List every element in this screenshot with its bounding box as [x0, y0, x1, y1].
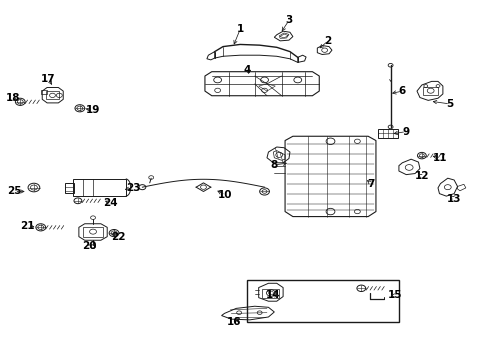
- Bar: [73, 179, 126, 196]
- Text: 19: 19: [85, 105, 100, 115]
- Text: 4: 4: [244, 64, 251, 75]
- Text: 18: 18: [6, 93, 20, 103]
- Text: 25: 25: [7, 186, 22, 197]
- Text: 11: 11: [433, 153, 448, 163]
- Bar: [46, 91, 59, 99]
- Text: 22: 22: [111, 232, 125, 242]
- Bar: [247, 280, 399, 321]
- Text: 8: 8: [270, 160, 278, 170]
- Bar: [41, 90, 47, 94]
- Text: 14: 14: [266, 291, 281, 301]
- Bar: [378, 129, 398, 138]
- Text: 21: 21: [20, 221, 35, 231]
- Text: 12: 12: [415, 171, 429, 181]
- Text: 2: 2: [324, 36, 332, 46]
- Text: 24: 24: [103, 198, 118, 208]
- Bar: [262, 289, 279, 298]
- Bar: [83, 226, 103, 237]
- Circle shape: [388, 125, 393, 129]
- Circle shape: [388, 63, 393, 67]
- Bar: [423, 87, 438, 95]
- Text: 20: 20: [82, 241, 97, 251]
- Text: 16: 16: [227, 317, 242, 327]
- Text: 9: 9: [403, 127, 410, 136]
- Text: 6: 6: [399, 86, 406, 96]
- Text: 13: 13: [447, 194, 462, 204]
- Text: 15: 15: [388, 291, 403, 301]
- Text: 5: 5: [446, 99, 454, 109]
- Text: 3: 3: [285, 15, 293, 26]
- Text: 7: 7: [368, 179, 375, 189]
- Text: 23: 23: [126, 183, 141, 193]
- Bar: [65, 183, 74, 193]
- Text: 1: 1: [237, 24, 244, 35]
- Text: 10: 10: [218, 190, 233, 200]
- Text: 17: 17: [41, 74, 56, 84]
